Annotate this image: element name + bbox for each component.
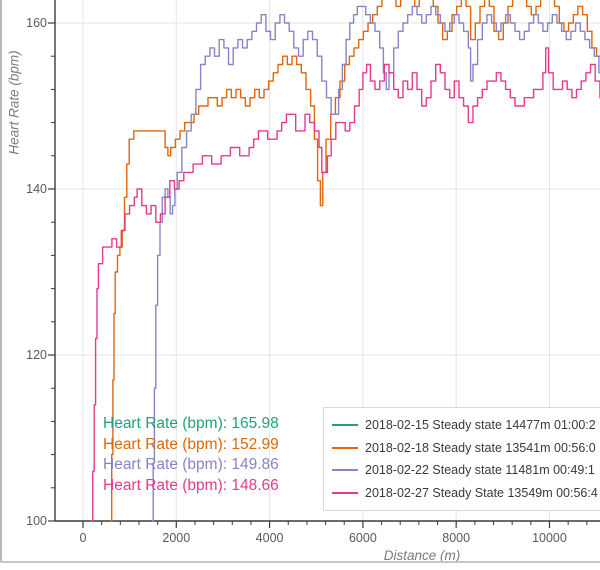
series-line-swatch bbox=[332, 469, 358, 472]
x-tick-label: 0 bbox=[79, 531, 87, 545]
legend-item-label: 2018-02-18 Steady state 13541m 00:56:0 bbox=[365, 440, 596, 455]
y-tick-label: 100 bbox=[26, 514, 47, 528]
series-line-swatch bbox=[332, 446, 358, 449]
x-axis-title: Distance (m) bbox=[383, 548, 461, 563]
avg-hr-annotation: Heart Rate (bpm): 152.99 bbox=[103, 436, 279, 453]
legend-item-label: 2018-02-27 Steady State 13549m 00:56:4 bbox=[365, 485, 598, 500]
avg-hr-annotation: Heart Rate (bpm): 148.66 bbox=[103, 477, 279, 494]
x-tick-label: 4000 bbox=[255, 531, 284, 545]
y-tick-label: 120 bbox=[26, 348, 47, 362]
legend-item[interactable]: 2018-02-18 Steady state 13541m 00:56:0 bbox=[324, 437, 600, 460]
legend-item[interactable]: 2018-02-22 Steady state 11481m 00:49:1 bbox=[324, 459, 600, 482]
container-left-border bbox=[0, 0, 2, 562]
x-tick-label: 6000 bbox=[348, 531, 377, 545]
avg-hr-annotation: Heart Rate (bpm): 149.86 bbox=[103, 456, 279, 473]
y-tick-label: 160 bbox=[26, 16, 47, 30]
legend: 2018-02-15 Steady state 14477m 01:00:2 2… bbox=[323, 407, 600, 511]
y-axis-title: Heart Rate (bpm) bbox=[6, 50, 22, 155]
x-tick-label: 8000 bbox=[442, 531, 471, 545]
legend-item-label: 2018-02-15 Steady state 14477m 01:00:2 bbox=[365, 418, 596, 433]
legend-item-label: 2018-02-22 Steady state 11481m 00:49:1 bbox=[365, 463, 595, 478]
x-tick-label: 2000 bbox=[162, 531, 191, 545]
x-tick-label: 10000 bbox=[532, 531, 567, 545]
series-line-swatch bbox=[332, 424, 358, 427]
container-bottom-border bbox=[0, 561, 600, 563]
series-line-swatch bbox=[332, 491, 358, 494]
y-tick-label: 140 bbox=[26, 182, 47, 196]
avg-hr-annotation: Heart Rate (bpm): 165.98 bbox=[103, 415, 279, 432]
legend-item[interactable]: 2018-02-15 Steady state 14477m 01:00:2 bbox=[324, 414, 600, 437]
legend-item[interactable]: 2018-02-27 Steady State 13549m 00:56:4 bbox=[324, 482, 600, 505]
